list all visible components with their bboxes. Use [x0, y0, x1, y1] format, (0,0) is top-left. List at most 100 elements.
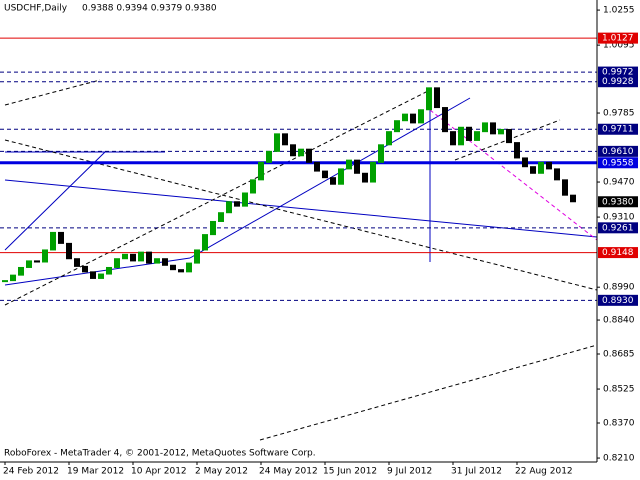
candle [74, 258, 80, 267]
x-tick-label: 2 May 2012 [195, 467, 248, 477]
candle [34, 260, 40, 263]
level-label-box [598, 222, 638, 234]
candle [354, 159, 360, 174]
x-tick-label: 24 May 2012 [259, 467, 318, 477]
candle [418, 109, 424, 124]
y-tick-label: 0.8210 [603, 454, 635, 464]
level-label-box [598, 294, 638, 306]
channel-line [259, 344, 598, 441]
candle [282, 133, 288, 146]
projection-line [429, 109, 598, 241]
candle [506, 128, 512, 144]
candle [434, 87, 440, 109]
candle [218, 212, 224, 222]
y-tick-label: 0.9470 [603, 178, 635, 188]
candle [138, 251, 144, 262]
level-label-box [598, 247, 638, 259]
y-tick-label: 0.8840 [603, 316, 635, 326]
level-label-box [598, 123, 638, 135]
level-label: 0.9711 [602, 125, 634, 135]
candle [178, 269, 184, 273]
candle [378, 144, 384, 163]
x-tick-label: 31 Jul 2012 [451, 467, 502, 477]
level-label: 0.9261 [602, 223, 634, 233]
candle [522, 157, 528, 168]
level-label: 0.9610 [602, 147, 634, 157]
candle [42, 249, 48, 263]
candle [202, 234, 208, 251]
candle [370, 161, 376, 183]
candle [114, 258, 120, 268]
candle [266, 150, 272, 163]
candle [538, 161, 544, 174]
candle [258, 161, 264, 181]
candle [386, 131, 392, 146]
candle [18, 266, 24, 276]
y-tick-label: 0.8525 [603, 385, 635, 395]
candle [490, 122, 496, 135]
candle [106, 266, 112, 275]
symbol-label: USDCHF,Daily [4, 4, 68, 14]
candle [338, 168, 344, 185]
candle [306, 148, 312, 163]
candle [426, 87, 432, 111]
candle [226, 201, 232, 214]
candle [314, 161, 320, 172]
candle [498, 128, 504, 135]
level-label: 0.9928 [602, 77, 634, 87]
candle [290, 144, 296, 157]
y-tick-label: 0.8990 [603, 283, 635, 293]
axis-labels: 1.0255 1.0095 0.9785 0.9470 0.9310 0.8990 0.88… [3, 6, 638, 477]
candle [210, 220, 216, 236]
candle [194, 249, 200, 264]
candle [162, 258, 168, 266]
candle [514, 142, 520, 159]
channel-line [4, 139, 598, 291]
x-tick-label: 19 Mar 2012 [67, 467, 124, 477]
candle [330, 177, 336, 185]
candle [146, 251, 152, 264]
channel-line [4, 89, 431, 306]
level-label-box [598, 32, 638, 44]
channel-line [4, 79, 101, 106]
candle [362, 172, 368, 183]
candle [442, 107, 448, 133]
candle [530, 166, 536, 174]
candle [546, 161, 552, 170]
y-tick-label: 0.9785 [603, 109, 635, 119]
candle [242, 192, 248, 207]
candle [250, 179, 256, 194]
level-label-box [598, 76, 638, 88]
level-label-box [598, 157, 638, 169]
x-tick-label: 24 Feb 2012 [3, 467, 59, 477]
candle [186, 262, 192, 273]
candle [474, 131, 480, 141]
candle [570, 194, 576, 203]
x-tick-label: 22 Aug 2012 [515, 467, 573, 477]
level-label: 0.9148 [602, 248, 634, 258]
candle [26, 260, 32, 268]
candle [346, 159, 352, 170]
y-tick-label: 0.8370 [603, 419, 635, 429]
footer: RoboForex - MetaTrader 4, © 2001-2012, M… [4, 449, 316, 459]
trend-line [4, 151, 106, 251]
y-tick-label: 1.0095 [603, 41, 635, 51]
level-label-box [598, 145, 638, 157]
level-label: 0.9972 [602, 68, 634, 78]
level-label: 1.0127 [602, 34, 634, 44]
candle [482, 122, 488, 133]
candle [58, 231, 64, 244]
candle [410, 113, 416, 124]
y-tick-label: 0.9310 [603, 213, 635, 223]
candle [298, 148, 304, 157]
level-label-box [598, 66, 638, 78]
x-tick-label: 9 Jul 2012 [387, 467, 432, 477]
candle [122, 253, 128, 260]
candle [234, 201, 240, 207]
candle [50, 231, 56, 251]
candle [554, 168, 560, 181]
y-tick-label: 0.8685 [603, 350, 635, 360]
candle [154, 258, 160, 264]
